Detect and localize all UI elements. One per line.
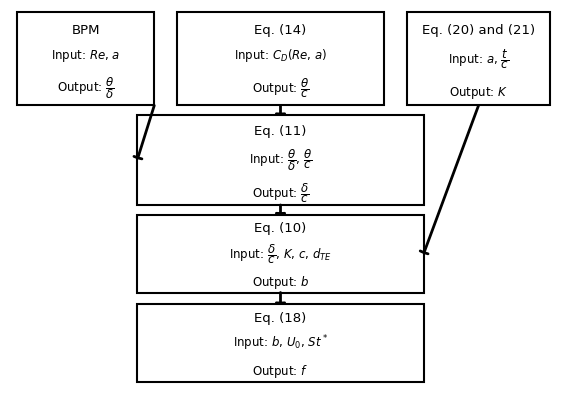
Text: Input: $\dfrac{\theta}{\delta}$, $\dfrac{\theta}{c}$: Input: $\dfrac{\theta}{\delta}$, $\dfrac… xyxy=(249,147,312,173)
FancyBboxPatch shape xyxy=(407,12,550,105)
Text: Eq. (18): Eq. (18) xyxy=(254,312,307,325)
FancyBboxPatch shape xyxy=(137,304,424,382)
Text: Input: $\dfrac{\delta}{c}$, $K$, $c$, $\mathbf{\mathit{d_{TE}}}$: Input: $\dfrac{\delta}{c}$, $K$, $c$, $\… xyxy=(229,242,332,265)
FancyBboxPatch shape xyxy=(17,12,154,105)
Text: Eq. (10): Eq. (10) xyxy=(254,222,307,235)
FancyBboxPatch shape xyxy=(137,115,424,205)
Text: Input: $\mathbf{\mathit{a}}$, $\dfrac{\mathbf{\mathit{t}}}{c}$: Input: $\mathbf{\mathit{a}}$, $\dfrac{\m… xyxy=(448,47,509,70)
Text: BPM: BPM xyxy=(71,24,100,37)
Text: Eq. (11): Eq. (11) xyxy=(254,125,307,138)
Text: Input: $\mathit{b}$, $\mathbf{\mathit{U_0}}$, $\mathbf{\mathit{St^*}}$: Input: $\mathit{b}$, $\mathbf{\mathit{U_… xyxy=(233,334,328,353)
FancyBboxPatch shape xyxy=(177,12,384,105)
Text: Eq. (14): Eq. (14) xyxy=(254,24,307,37)
FancyBboxPatch shape xyxy=(137,215,424,293)
Text: Eq. (20) and (21): Eq. (20) and (21) xyxy=(422,24,535,37)
Text: Output: $\dfrac{\theta}{c}$: Output: $\dfrac{\theta}{c}$ xyxy=(252,77,309,100)
Text: Output: $\mathit{K}$: Output: $\mathit{K}$ xyxy=(449,85,508,101)
Text: Input: $\mathbf{\mathit{Re}}$, $\mathbf{\mathit{a}}$: Input: $\mathbf{\mathit{Re}}$, $\mathbf{… xyxy=(51,48,120,64)
Text: Output: $\dfrac{\delta}{c}$: Output: $\dfrac{\delta}{c}$ xyxy=(252,181,309,205)
Text: Output: $\dfrac{\theta}{\delta}$: Output: $\dfrac{\theta}{\delta}$ xyxy=(57,76,114,101)
Text: Output: $\mathit{b}$: Output: $\mathit{b}$ xyxy=(252,274,309,291)
Text: Output: $\mathit{f}$: Output: $\mathit{f}$ xyxy=(252,363,309,380)
Text: Input: $\mathbf{\mathit{C_D}}$($\mathbf{\mathit{Re}}$, $\mathbf{\mathit{a}}$): Input: $\mathbf{\mathit{C_D}}$($\mathbf{… xyxy=(234,47,327,64)
